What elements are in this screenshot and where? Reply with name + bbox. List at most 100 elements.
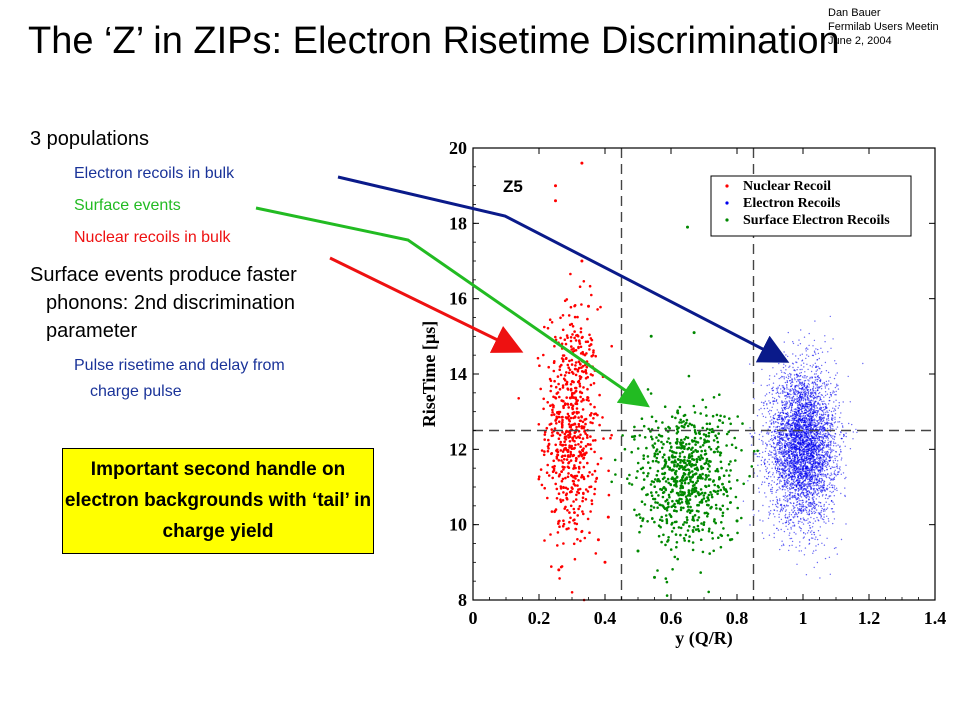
data-point bbox=[825, 508, 828, 511]
data-point bbox=[560, 426, 564, 429]
data-point bbox=[829, 573, 831, 575]
data-point bbox=[772, 416, 774, 419]
data-point bbox=[785, 432, 787, 435]
data-point bbox=[812, 483, 815, 485]
data-point bbox=[820, 394, 823, 396]
data-point bbox=[813, 425, 816, 427]
data-point bbox=[815, 488, 818, 490]
data-point bbox=[773, 453, 775, 455]
data-point bbox=[781, 545, 783, 547]
data-point bbox=[594, 354, 597, 358]
data-point bbox=[768, 378, 771, 380]
data-point bbox=[780, 508, 782, 510]
data-point bbox=[813, 339, 816, 342]
data-point bbox=[776, 501, 778, 503]
data-point bbox=[568, 396, 572, 400]
data-point bbox=[819, 380, 821, 382]
data-point bbox=[791, 448, 794, 450]
data-point bbox=[798, 398, 801, 400]
data-point bbox=[762, 504, 764, 507]
data-point bbox=[776, 442, 778, 444]
data-point bbox=[827, 451, 829, 454]
data-point bbox=[811, 467, 813, 470]
data-point bbox=[582, 456, 586, 460]
data-point bbox=[771, 492, 773, 495]
data-point bbox=[825, 476, 828, 479]
data-point bbox=[812, 412, 815, 414]
data-point bbox=[773, 446, 775, 449]
data-point bbox=[754, 432, 756, 434]
data-point bbox=[806, 397, 809, 399]
data-point bbox=[806, 532, 809, 534]
data-point bbox=[793, 474, 796, 476]
data-point bbox=[768, 440, 770, 442]
data-point bbox=[809, 448, 812, 450]
data-point bbox=[766, 478, 769, 480]
data-point bbox=[821, 478, 823, 480]
data-point bbox=[566, 487, 569, 491]
data-point bbox=[830, 457, 832, 459]
data-point bbox=[809, 480, 811, 483]
data-point bbox=[769, 512, 771, 515]
data-point bbox=[796, 379, 799, 381]
data-point bbox=[787, 450, 790, 453]
data-point bbox=[555, 415, 558, 419]
data-point bbox=[776, 354, 778, 357]
data-point bbox=[791, 428, 793, 431]
data-point bbox=[777, 432, 779, 434]
data-point bbox=[782, 485, 784, 487]
data-point bbox=[820, 511, 822, 513]
data-point bbox=[782, 449, 784, 451]
data-point bbox=[794, 386, 797, 388]
data-point bbox=[801, 451, 803, 453]
data-point bbox=[558, 395, 561, 399]
data-point bbox=[781, 422, 783, 425]
data-point bbox=[571, 406, 574, 410]
data-point bbox=[781, 404, 784, 406]
data-point bbox=[813, 350, 816, 352]
data-point bbox=[813, 419, 815, 422]
data-point bbox=[792, 341, 794, 343]
data-point bbox=[794, 387, 796, 389]
data-point bbox=[822, 436, 825, 439]
data-point bbox=[777, 489, 779, 491]
data-point bbox=[812, 460, 814, 463]
data-point bbox=[790, 402, 792, 405]
data-point bbox=[801, 411, 804, 413]
data-point bbox=[573, 423, 577, 426]
data-point bbox=[778, 433, 781, 435]
data-point bbox=[815, 452, 818, 454]
data-point bbox=[821, 542, 823, 544]
data-point bbox=[821, 385, 823, 387]
data-point bbox=[793, 531, 795, 534]
data-point bbox=[789, 379, 791, 382]
data-point bbox=[788, 397, 791, 399]
data-point bbox=[783, 499, 785, 501]
data-point bbox=[782, 410, 784, 412]
data-point bbox=[794, 417, 796, 420]
data-point bbox=[819, 458, 821, 461]
data-point bbox=[805, 496, 807, 499]
data-point bbox=[797, 344, 799, 346]
data-point bbox=[573, 367, 577, 371]
data-point bbox=[790, 432, 793, 434]
data-point bbox=[818, 357, 820, 360]
data-point bbox=[566, 403, 570, 406]
data-point bbox=[805, 421, 807, 424]
data-point bbox=[570, 591, 574, 594]
data-point bbox=[807, 455, 809, 457]
data-point bbox=[812, 489, 815, 491]
data-point bbox=[808, 419, 810, 421]
data-point bbox=[799, 493, 802, 495]
data-point bbox=[819, 461, 822, 463]
data-point bbox=[778, 482, 781, 484]
data-point bbox=[543, 486, 546, 490]
data-point bbox=[817, 473, 819, 475]
data-point bbox=[783, 456, 785, 458]
data-point bbox=[852, 431, 854, 433]
data-point bbox=[808, 442, 811, 445]
data-point bbox=[799, 475, 802, 477]
data-point bbox=[837, 444, 839, 446]
data-point bbox=[799, 401, 801, 404]
data-point bbox=[791, 484, 793, 486]
